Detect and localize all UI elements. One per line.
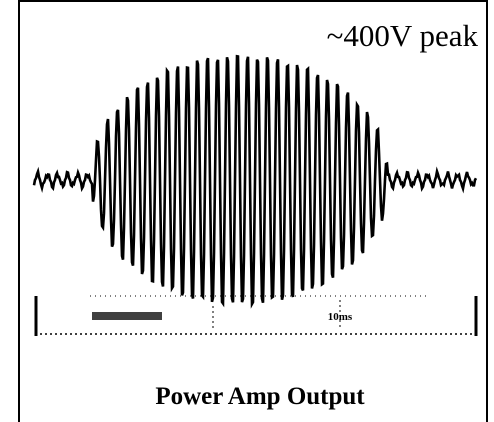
title: ~400V peak [327, 18, 479, 53]
caption: Power Amp Output [155, 383, 365, 410]
scale-label: 10ms [328, 311, 353, 323]
figure: ~400V peak 10ms Power Amp Output [0, 0, 494, 422]
scale-marker [92, 312, 162, 320]
